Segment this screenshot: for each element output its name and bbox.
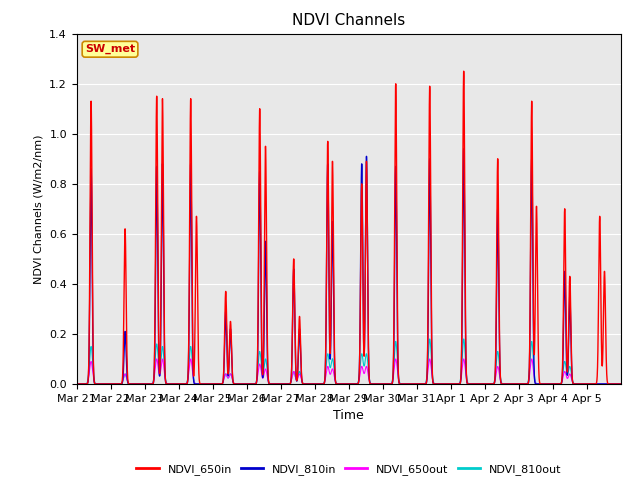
NDVI_810in bbox=[617, 381, 625, 387]
NDVI_650out bbox=[419, 381, 426, 387]
NDVI_650in bbox=[419, 381, 426, 387]
NDVI_650in bbox=[476, 381, 484, 387]
NDVI_650in bbox=[506, 381, 513, 387]
NDVI_810out bbox=[395, 374, 403, 380]
Line: NDVI_650out: NDVI_650out bbox=[77, 359, 621, 384]
Text: SW_met: SW_met bbox=[85, 44, 135, 54]
NDVI_810out bbox=[73, 381, 81, 387]
NDVI_650out bbox=[506, 381, 513, 387]
NDVI_810in bbox=[476, 381, 484, 387]
NDVI_810in bbox=[419, 381, 426, 387]
NDVI_650in bbox=[100, 381, 108, 387]
NDVI_650out bbox=[395, 378, 403, 384]
NDVI_810out bbox=[100, 381, 108, 387]
NDVI_810out bbox=[460, 336, 468, 342]
NDVI_650out bbox=[476, 381, 484, 387]
NDVI_810out bbox=[270, 381, 278, 387]
NDVI_810in bbox=[100, 381, 108, 387]
NDVI_810in bbox=[506, 381, 513, 387]
NDVI_650out bbox=[270, 381, 278, 387]
NDVI_810out bbox=[617, 381, 625, 387]
Y-axis label: NDVI Channels (W/m2/nm): NDVI Channels (W/m2/nm) bbox=[34, 134, 44, 284]
NDVI_650in bbox=[460, 68, 468, 74]
NDVI_650in bbox=[270, 381, 278, 387]
NDVI_650in bbox=[73, 381, 81, 387]
NDVI_810in bbox=[460, 146, 468, 152]
NDVI_810out bbox=[476, 381, 484, 387]
Line: NDVI_810in: NDVI_810in bbox=[77, 149, 621, 384]
Line: NDVI_810out: NDVI_810out bbox=[77, 339, 621, 384]
Line: NDVI_650in: NDVI_650in bbox=[77, 71, 621, 384]
NDVI_810in bbox=[395, 378, 403, 384]
NDVI_810out bbox=[419, 381, 426, 387]
NDVI_650in bbox=[395, 377, 403, 383]
Legend: NDVI_650in, NDVI_810in, NDVI_650out, NDVI_810out: NDVI_650in, NDVI_810in, NDVI_650out, NDV… bbox=[132, 460, 566, 480]
NDVI_810in bbox=[73, 381, 81, 387]
NDVI_810in bbox=[270, 381, 278, 387]
NDVI_650out bbox=[617, 381, 625, 387]
NDVI_650out bbox=[100, 381, 108, 387]
X-axis label: Time: Time bbox=[333, 409, 364, 422]
NDVI_650out bbox=[73, 381, 81, 387]
NDVI_650in bbox=[104, 381, 112, 387]
NDVI_810out bbox=[506, 381, 513, 387]
NDVI_650in bbox=[617, 381, 625, 387]
NDVI_810in bbox=[605, 381, 613, 387]
Title: NDVI Channels: NDVI Channels bbox=[292, 13, 405, 28]
NDVI_650out bbox=[153, 356, 161, 362]
